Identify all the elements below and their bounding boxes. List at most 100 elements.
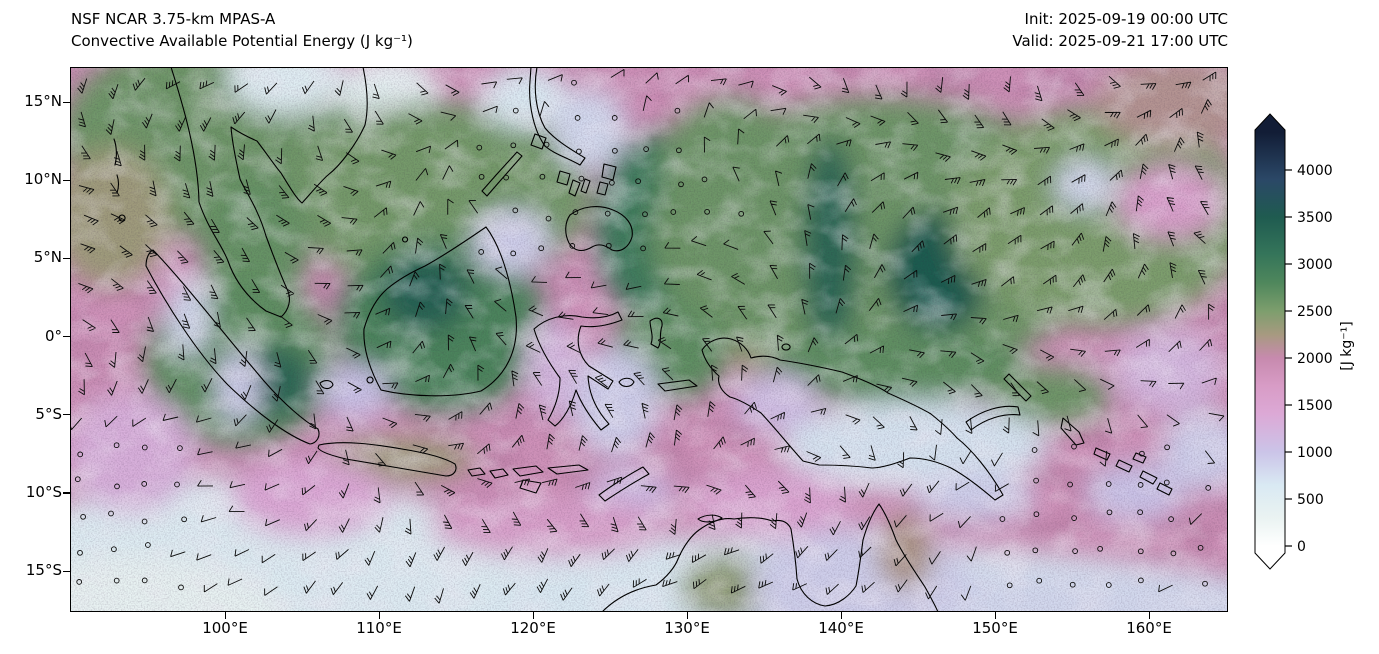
calm-wind-circle: [113, 577, 120, 584]
y-tick-mark: [63, 257, 70, 260]
calm-wind-circle: [1106, 509, 1113, 516]
calm-wind-circle: [174, 481, 180, 488]
colorbar-gradient-bar: [1254, 113, 1286, 570]
colorbar-tick-label: 3000: [1297, 257, 1333, 273]
cape-map: [70, 67, 1228, 612]
calm-wind-circle: [1067, 481, 1073, 488]
calm-wind-circle: [1036, 577, 1043, 584]
x-tick-label: 110°E: [356, 619, 402, 637]
calm-wind-circle: [510, 142, 517, 149]
valid-time: Valid: 2025-09-21 17:00 UTC: [1012, 32, 1228, 50]
calm-wind-circle: [1137, 509, 1143, 516]
calm-wind-circle: [1069, 581, 1076, 588]
calm-wind-circle: [141, 518, 148, 525]
x-tick-mark: [686, 612, 688, 619]
calm-wind-circle: [640, 245, 646, 252]
model-title: NSF NCAR 3.75-km MPAS-A: [71, 10, 276, 28]
calm-wind-circle: [77, 451, 84, 458]
calm-wind-circle: [1006, 582, 1013, 589]
figure-title-block: NSF NCAR 3.75-km MPAS-A Convective Avail…: [71, 8, 413, 52]
wind-barbs: [70, 69, 1225, 604]
y-tick-label: 15°N: [24, 92, 62, 110]
x-tick-label: 150°E: [972, 619, 1018, 637]
x-tick-mark: [378, 612, 380, 619]
calm-wind-circle: [178, 584, 184, 591]
y-tick-mark: [63, 101, 70, 103]
calm-wind-circle: [569, 243, 576, 249]
calm-wind-circle: [141, 481, 148, 487]
calm-wind-circle: [572, 209, 579, 215]
calm-wind-circle: [1163, 479, 1170, 486]
calm-wind-circle: [1164, 444, 1170, 451]
calm-wind-circle: [604, 210, 611, 217]
calm-wind-circle: [1202, 580, 1208, 587]
calm-wind-circle: [1033, 477, 1039, 484]
y-tick-mark: [63, 179, 70, 181]
calm-wind-circle: [478, 249, 485, 255]
calm-wind-circle: [141, 444, 148, 451]
calm-wind-circle: [678, 181, 684, 188]
calm-wind-circle: [141, 577, 148, 584]
calm-wind-circle: [538, 245, 545, 252]
calm-wind-circle: [1197, 544, 1204, 551]
calm-wind-circle: [108, 510, 114, 517]
calm-wind-circle: [1004, 549, 1011, 556]
calm-wind-circle: [1205, 485, 1212, 491]
calm-wind-circle: [478, 173, 485, 180]
calm-wind-circle: [999, 516, 1006, 522]
y-tick-label: 10°S: [25, 482, 62, 501]
cape-field-grain: [70, 67, 1228, 612]
calm-wind-circle: [545, 215, 552, 222]
calm-wind-circle: [512, 107, 519, 114]
colorbar-tick-label: 2000: [1297, 351, 1333, 367]
x-tick-label: 120°E: [510, 619, 556, 637]
calm-wind-circle: [76, 579, 83, 585]
calm-wind-circle: [1105, 481, 1112, 487]
calm-wind-circle: [574, 115, 581, 121]
calm-wind-circle: [80, 513, 86, 520]
calm-wind-circle: [114, 483, 120, 490]
x-tick-label: 100°E: [202, 619, 248, 637]
calm-wind-circle: [145, 542, 151, 548]
x-tick-mark: [532, 612, 534, 619]
colorbar-tick-label: 1500: [1297, 398, 1333, 414]
figure-time-block: Init: 2025-09-19 00:00 UTC Valid: 2025-0…: [1012, 8, 1228, 52]
calm-wind-circle: [1071, 443, 1077, 450]
calm-wind-circle: [539, 173, 546, 180]
y-tick-label: 5°N: [33, 248, 62, 267]
colorbar: 0 500 1000 1500 2000 2500 3000 3500 4000 [J kg⁻¹…: [1254, 113, 1355, 570]
calm-wind-circle: [701, 176, 708, 183]
calm-wind-circle: [605, 242, 612, 249]
colorbar-tick-label: 1000: [1297, 445, 1333, 461]
calm-wind-circle: [609, 179, 615, 186]
x-tick-mark: [1148, 612, 1150, 619]
calm-wind-circle: [670, 209, 677, 215]
calm-wind-circle: [1031, 447, 1038, 453]
calm-wind-circle: [1137, 548, 1144, 555]
colorbar-tick-label: 500: [1297, 492, 1324, 508]
y-tick-label: 15°S: [25, 561, 62, 580]
calm-wind-circle: [704, 208, 710, 215]
x-tick-mark: [994, 612, 996, 619]
colorbar-tick-label: 3500: [1297, 210, 1333, 226]
calm-wind-circle: [676, 147, 682, 154]
colorbar-tick-label: 4000: [1297, 163, 1333, 179]
calm-wind-circle: [1137, 482, 1144, 488]
calm-wind-circle: [576, 148, 582, 155]
calm-wind-circle: [111, 546, 117, 553]
calm-wind-circle: [510, 250, 517, 257]
x-tick-mark: [224, 612, 226, 619]
colorbar-tick-label: 2500: [1297, 304, 1333, 320]
calm-wind-circle: [177, 445, 183, 451]
calm-wind-circle: [642, 211, 648, 218]
calm-wind-circle: [1139, 450, 1145, 457]
calm-wind-circle: [1071, 515, 1077, 521]
colorbar-ticks: 0 500 1000 1500 2000 2500 3000 3500 4000: [1285, 163, 1333, 555]
calm-wind-circle: [1032, 547, 1039, 554]
calm-wind-circle: [578, 175, 585, 182]
calm-wind-circle: [571, 79, 577, 86]
calm-wind-circle: [543, 141, 550, 148]
calm-wind-circle: [1072, 548, 1078, 554]
x-tick-label: 140°E: [818, 619, 864, 637]
